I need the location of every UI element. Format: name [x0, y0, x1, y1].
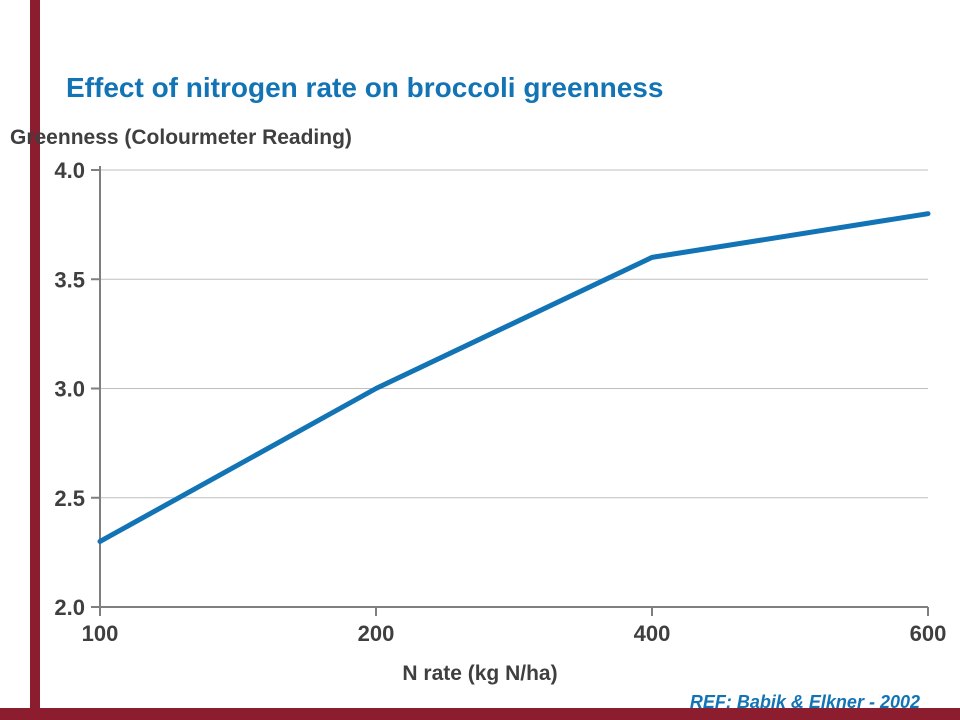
y-tick-label: 4.0	[54, 158, 85, 183]
x-tick-label: 600	[910, 621, 947, 646]
x-tick-label: 400	[634, 621, 671, 646]
data-series-line	[97, 211, 931, 544]
x-tick-label: 100	[82, 621, 119, 646]
x-axis-title: N rate (kg N/ha)	[402, 662, 558, 685]
chart-title: Effect of nitrogen rate on broccoli gree…	[66, 72, 664, 103]
line-chart: 2.0 2.5 3.0 3.5 4.0 100 200 400 600	[54, 158, 947, 646]
y-tick-label: 2.0	[54, 595, 85, 620]
left-accent-bar	[30, 0, 40, 710]
y-tick-label: 2.5	[54, 486, 85, 511]
x-tick-label: 200	[358, 621, 395, 646]
reference-note: REF: Babik & Elkner - 2002	[689, 692, 920, 712]
y-axis-title: Greenness (Colourmeter Reading)	[10, 126, 352, 149]
y-tick-label: 3.5	[54, 267, 85, 292]
bottom-accent-bar	[0, 708, 960, 720]
y-tick-label: 3.0	[54, 377, 85, 402]
